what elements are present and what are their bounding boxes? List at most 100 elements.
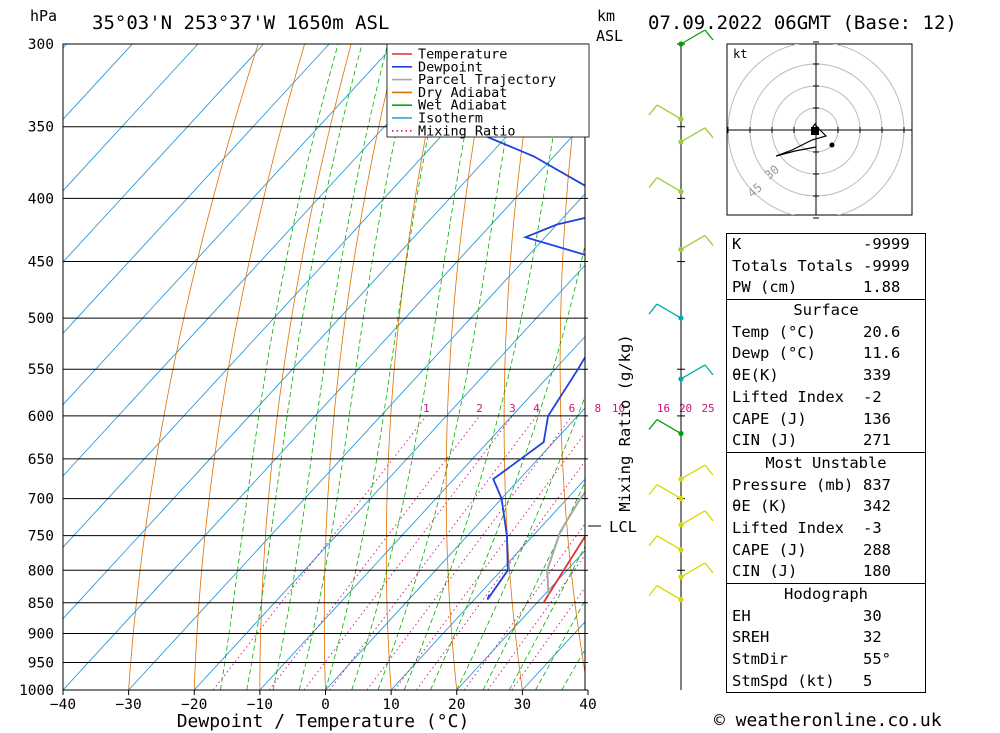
wind-barb-flag — [648, 419, 658, 430]
isotherm-line — [63, 44, 461, 477]
index-label: PW (cm) — [732, 278, 798, 297]
plot-frame — [62, 43, 586, 691]
index-label: StmDir — [732, 650, 788, 669]
hodograph-trace — [775, 123, 828, 157]
temperature-tick-label: 10 — [382, 697, 399, 713]
index-row: EH 30 — [727, 606, 925, 628]
wind-barb-flag — [648, 585, 658, 597]
wind-point — [678, 476, 684, 482]
mixing-ratio-label: 3 — [509, 402, 516, 415]
wind-barb-flag — [648, 535, 658, 547]
mixing-ratio-label: 16 — [657, 402, 670, 415]
wind-barb — [680, 510, 706, 526]
credit-link[interactable]: © weatheronline.co.uk — [714, 710, 942, 731]
wind-profile — [648, 29, 714, 690]
pressure-tick-label: 700 — [28, 492, 54, 508]
wind-barb — [656, 484, 682, 500]
pressure-tick-label: 850 — [28, 596, 54, 612]
pressure-unit-label: hPa — [30, 7, 57, 25]
hodograph-title: Hodograph — [784, 585, 868, 603]
index-value: -9999 — [863, 235, 910, 253]
wet-adiabat-line — [403, 44, 569, 690]
wind-point — [678, 116, 684, 122]
general-indices: K -9999 Totals Totals -9999 PW (cm) 1.88 — [726, 233, 926, 300]
pressure-tick-label: 900 — [28, 626, 54, 642]
wind-barb-flag — [704, 29, 714, 41]
index-row: θE(K) 339 — [727, 365, 925, 387]
pressure-tick-label: 450 — [28, 255, 54, 271]
mixing-ratio-line — [329, 415, 537, 690]
wind-point — [678, 496, 684, 502]
wind-point — [678, 597, 684, 603]
wet-adiabat-line — [508, 545, 585, 690]
index-label: Temp (°C) — [732, 322, 816, 341]
hodograph-unit-label: kt — [733, 47, 747, 61]
hodograph-storm-marker — [811, 127, 819, 135]
legend-label: Temperature — [418, 47, 507, 63]
height-unit-km: km — [597, 7, 615, 25]
temperature-tick-label: −30 — [116, 697, 142, 713]
pressure-axis: 300 350 400 450 500 550 600 650 700 750 800 850 900 9… — [19, 37, 54, 699]
temperature-tick-label: 20 — [448, 697, 465, 713]
isotherm-line — [63, 50, 585, 620]
wind-barb — [680, 464, 706, 480]
temperature-tick-label: −20 — [181, 697, 207, 713]
index-row: Totals Totals -9999 — [727, 256, 925, 278]
x-axis-title: Dewpoint / Temperature (°C) — [177, 711, 470, 732]
wind-point — [678, 574, 684, 580]
wind-barb — [656, 585, 682, 601]
wind-barb — [680, 364, 706, 380]
wet-adiabat-line — [272, 44, 389, 690]
mixing-ratio-line — [268, 415, 480, 690]
mixing-ratio-label: 25 — [701, 402, 714, 415]
isotherm-line — [63, 44, 396, 406]
isotherm-line — [193, 264, 585, 690]
wind-point — [678, 139, 684, 145]
index-value: 339 — [863, 366, 891, 385]
isotherm-line — [259, 335, 585, 690]
temperature-tick-label: 0 — [321, 697, 330, 713]
isotherm-line — [63, 44, 199, 192]
index-label: CAPE (J) — [732, 540, 807, 559]
index-row: Lifted Index -3 — [727, 518, 925, 540]
isotherm-line — [0, 44, 1, 690]
series-dewpoint — [461, 44, 585, 601]
wet-adiabat-line — [377, 44, 523, 690]
mixing-ratio-line — [511, 586, 585, 690]
index-value: 5 — [863, 671, 873, 690]
index-value: -3 — [863, 518, 882, 537]
most-unstable-indices: Most Unstable Pressure (mb) 837 θE (K) 342 L… — [726, 451, 926, 583]
pressure-tick-label: 600 — [28, 409, 54, 425]
temperature-tick-label: 30 — [514, 697, 531, 713]
dry-adiabat-line — [667, 44, 719, 690]
index-row: CIN (J) 180 — [727, 561, 925, 583]
mixing-ratio-label: 2 — [476, 402, 483, 415]
index-row: Lifted Index -2 — [727, 387, 925, 409]
wind-barb — [680, 234, 706, 251]
index-value: 30 — [863, 606, 882, 625]
pressure-tick-label: 500 — [28, 311, 54, 327]
datetime-title: 07.09.2022 06GMT (Base: 12) — [648, 12, 957, 34]
lcl-label: LCL — [609, 518, 637, 536]
wind-barb-flag — [704, 235, 714, 246]
index-label: CIN (J) — [732, 562, 798, 581]
wet-adiabat-line — [482, 481, 585, 690]
index-row: Pressure (mb) 837 — [727, 475, 925, 497]
wind-point — [678, 430, 684, 437]
location-title: 35°03'N 253°37'W 1650m ASL — [92, 12, 389, 34]
wet-adiabat-line — [535, 599, 585, 690]
index-value: 288 — [863, 540, 891, 559]
index-row: K -9999 — [727, 234, 925, 256]
temperature-tick-label: 40 — [579, 697, 596, 713]
legend-box — [386, 43, 590, 138]
index-row: Dewp (°C) 11.6 — [727, 343, 925, 365]
isotherm-line — [63, 44, 133, 121]
wind-point — [678, 246, 684, 253]
wind-barb — [680, 127, 706, 143]
wet-adiabat-line — [430, 243, 585, 690]
index-label: StmSpd (kt) — [732, 671, 835, 690]
surface-title: Surface — [793, 301, 859, 320]
index-label: Lifted Index — [732, 518, 844, 537]
